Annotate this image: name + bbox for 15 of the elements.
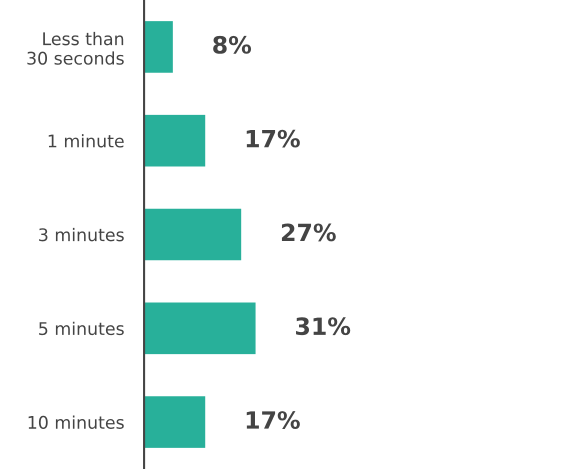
y-tick-label: 1 minute <box>48 134 124 148</box>
bar <box>144 114 206 166</box>
data-label: 17% <box>246 130 300 148</box>
data-label: 27% <box>282 223 336 242</box>
data-label: 17% <box>246 411 300 429</box>
y-tick-label: 3 minutes <box>39 228 124 242</box>
y-tick-label: 5 minutes <box>39 322 124 336</box>
data-label: 8% <box>213 36 252 54</box>
bar <box>144 208 242 260</box>
data-label: 31% <box>296 317 350 336</box>
bar <box>144 396 206 448</box>
y-tick-label: 10 minutes <box>28 416 124 429</box>
bar <box>144 302 256 354</box>
bar <box>144 21 173 73</box>
y-tick-label: Less than 30 seconds <box>27 32 124 65</box>
